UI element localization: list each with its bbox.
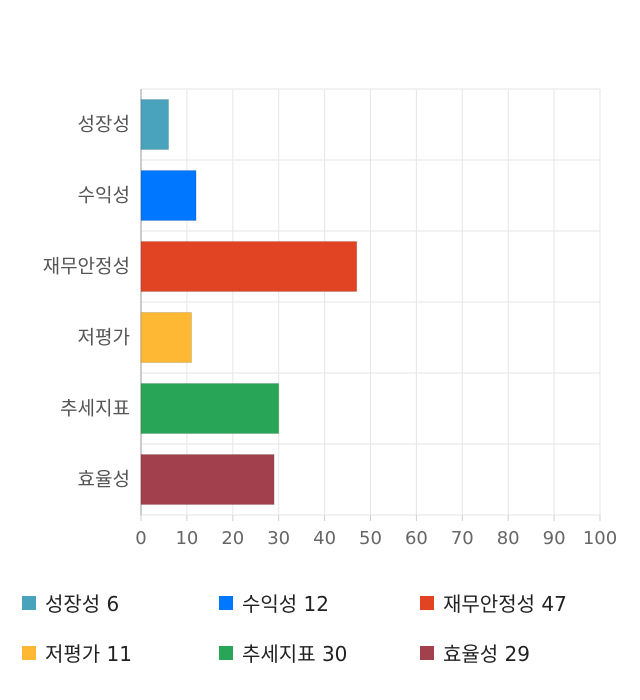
x-tick-label: 60 <box>405 528 428 549</box>
grid <box>140 88 601 521</box>
x-tick-label: 100 <box>583 528 617 549</box>
bars <box>140 99 358 505</box>
x-tick-label: 20 <box>221 528 244 549</box>
x-tick-label: 50 <box>359 528 382 549</box>
bar <box>140 312 192 363</box>
bar <box>140 170 197 221</box>
x-tick-label: 40 <box>313 528 336 549</box>
x-tick-label: 10 <box>175 528 198 549</box>
category-label: 추세지표 <box>60 398 130 420</box>
bar <box>140 454 275 505</box>
bar <box>140 241 358 292</box>
x-tick-labels: 0 10 20 30 40 50 60 70 80 90 100 <box>135 528 617 549</box>
category-label: 성장성 <box>78 114 130 136</box>
bar <box>140 99 170 150</box>
category-label: 수익성 <box>78 185 130 207</box>
x-tick-label: 70 <box>451 528 474 549</box>
x-tick-label: 0 <box>135 528 146 549</box>
x-tick-label: 30 <box>267 528 290 549</box>
category-label: 효율성 <box>78 469 130 491</box>
x-tick-label: 90 <box>543 528 566 549</box>
category-label: 저평가 <box>78 327 130 349</box>
bar <box>140 383 280 434</box>
category-label: 재무안정성 <box>43 256 130 278</box>
x-tick-label: 80 <box>497 528 520 549</box>
